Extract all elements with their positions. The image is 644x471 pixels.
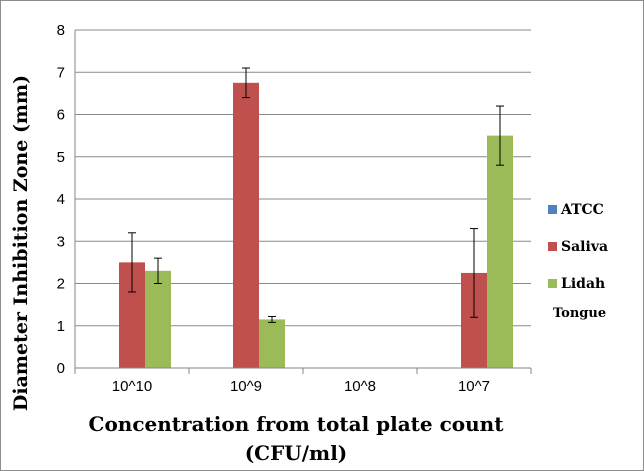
bar-lidah-3	[487, 135, 513, 368]
y-tick-label-6: 6	[57, 107, 65, 124]
bars	[119, 67, 513, 368]
axes	[74, 30, 532, 374]
bar-lidah-0	[145, 270, 171, 368]
legend-swatch-atcc	[548, 205, 557, 214]
legend-swatch-lidah	[548, 279, 557, 288]
legend-label-atcc: ATCC	[560, 202, 604, 218]
y-tick-label-7: 7	[57, 64, 65, 81]
y-axis-title: Diameter Inhibition Zone (mm)	[10, 75, 32, 411]
y-tick-label-4: 4	[57, 191, 65, 208]
y-tick-label-2: 2	[57, 276, 65, 293]
x-axis-title-line1: Concentration from total plate count	[89, 412, 505, 436]
x-tick-label-3: 10^7	[458, 378, 490, 395]
legend-label-saliva: Saliva	[561, 239, 608, 255]
legend-swatch-saliva	[548, 242, 557, 251]
x-tick-label-0: 10^10	[112, 378, 152, 395]
y-tick-label-1: 1	[57, 318, 65, 335]
x-tick-label-2: 10^8	[344, 378, 376, 395]
legend-label-lidah: Lidah	[561, 276, 605, 292]
legend: ATCC Saliva Lidah	[548, 202, 608, 292]
x-axis-title-line2: (CFU/ml)	[245, 441, 348, 465]
y-tick-label-5: 5	[57, 149, 65, 166]
bar-lidah-1	[259, 319, 285, 368]
annotation-tongue: Tongue	[553, 306, 606, 321]
y-tick-label-0: 0	[57, 360, 65, 377]
y-tick-label-3: 3	[57, 233, 65, 250]
x-tick-labels: 10^10 10^9 10^8 10^7	[112, 378, 490, 395]
bar-saliva-1	[233, 82, 259, 368]
y-tick-labels: 0 1 2 3 4 5 6 7 8	[57, 22, 65, 377]
y-tick-label-8: 8	[57, 22, 65, 39]
x-tick-label-1: 10^9	[230, 378, 262, 395]
